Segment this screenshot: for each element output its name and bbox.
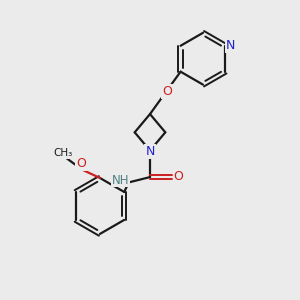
Text: O: O [162,85,172,98]
Text: O: O [174,170,184,183]
Text: NH: NH [112,173,129,187]
Text: O: O [76,157,86,170]
Text: N: N [226,39,235,52]
Text: N: N [145,145,155,158]
Text: CH₃: CH₃ [54,148,73,158]
